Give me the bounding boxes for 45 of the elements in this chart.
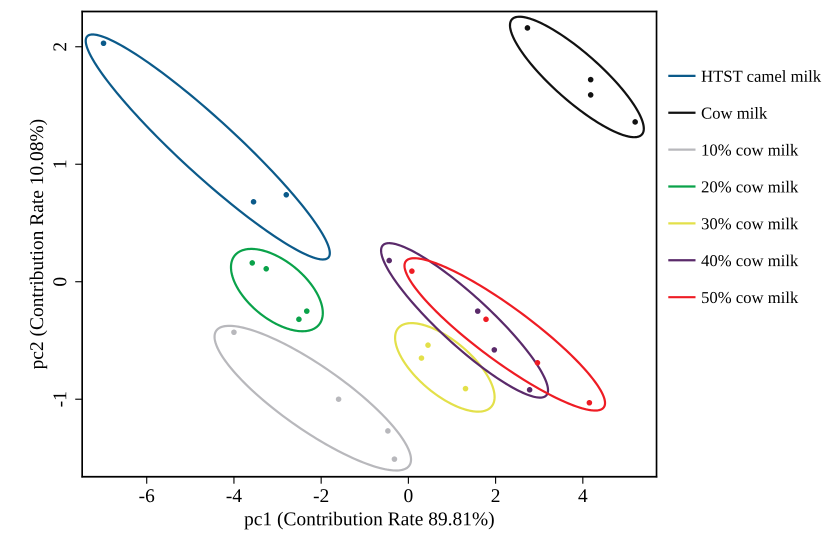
legend-label: 20% cow milk	[702, 180, 798, 193]
point	[100, 40, 106, 46]
point	[231, 329, 237, 336]
point	[385, 428, 391, 434]
point	[283, 192, 290, 198]
y-tick-label: 0	[53, 278, 66, 286]
legend-label: 30% cow milk	[702, 218, 798, 230]
point	[249, 260, 256, 266]
point	[336, 396, 342, 402]
x-tick-label: -6	[139, 489, 154, 502]
point	[492, 347, 498, 353]
legend-label: 40% cow milk	[701, 254, 798, 266]
y-axis-title: pc2 (Contribution Rate 10.08%)	[30, 120, 48, 370]
point	[386, 258, 392, 264]
point	[418, 355, 424, 361]
legend-label: HTST camel milk	[702, 70, 822, 82]
x-tick-label: 4	[578, 489, 588, 502]
point	[483, 316, 489, 322]
point	[524, 25, 530, 31]
point	[588, 76, 594, 82]
x-tick-label: 2	[492, 489, 500, 502]
legend-label: 10% cow milk	[702, 144, 798, 156]
point	[250, 199, 256, 205]
point	[474, 308, 480, 314]
point	[263, 266, 269, 272]
point	[296, 316, 302, 322]
y-tick-label: 2	[53, 42, 66, 51]
y-tick-label: -1	[53, 392, 66, 407]
x-tick-label: 0	[404, 489, 412, 502]
x-axis-title: pc1 (Contribution Rate 89.81%)	[244, 512, 494, 530]
point	[534, 360, 540, 366]
point	[632, 119, 638, 125]
x-tick-label: -4	[226, 489, 242, 502]
legend-label: Cow milk	[702, 107, 768, 119]
point	[425, 342, 431, 348]
point	[392, 456, 398, 462]
point	[304, 308, 310, 314]
point	[526, 387, 532, 393]
y-tick-label: 1	[53, 160, 66, 168]
x-tick-label: -2	[314, 489, 328, 502]
point	[409, 268, 415, 274]
point	[586, 400, 592, 406]
point	[462, 386, 468, 392]
legend-label: 50% cow milk	[702, 291, 798, 304]
point	[588, 92, 594, 98]
